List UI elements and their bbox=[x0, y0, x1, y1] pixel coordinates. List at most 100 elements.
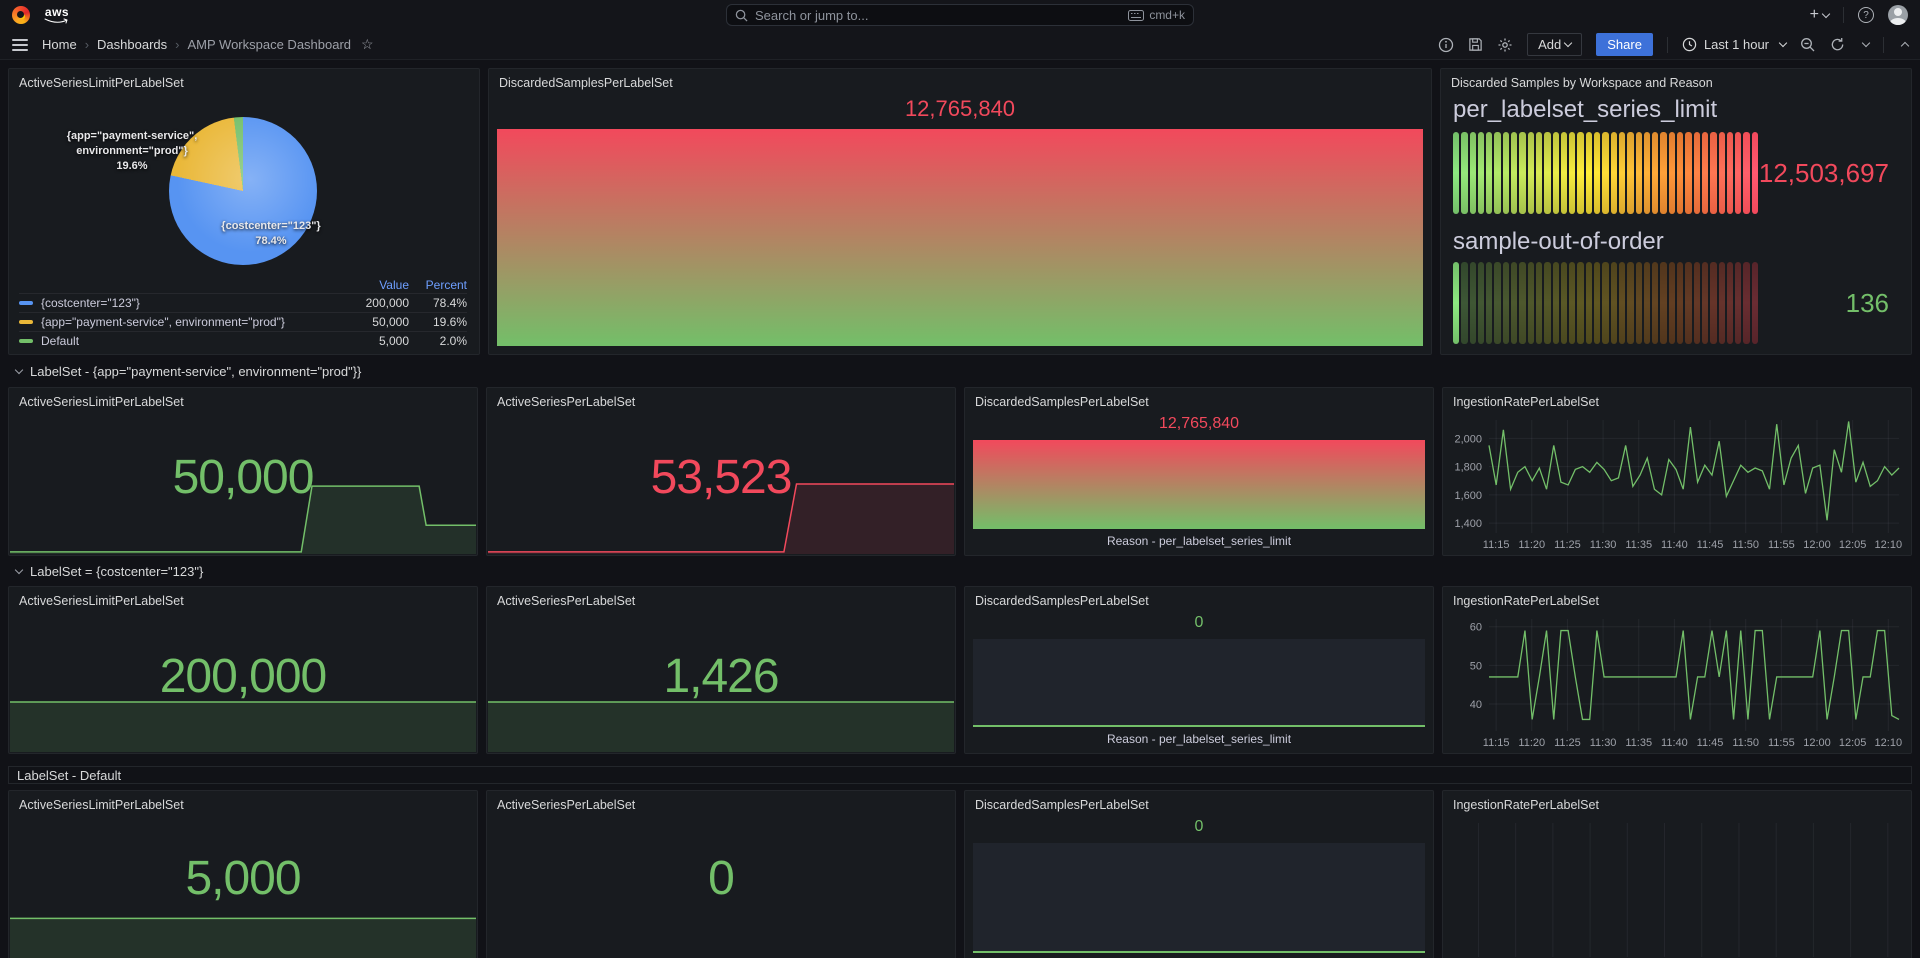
gauge-cell bbox=[1693, 132, 1700, 214]
panel-title[interactable]: DiscardedSamplesPerLabelSet bbox=[975, 798, 1149, 812]
timeseries-chart[interactable]: 11:1511:2011:2511:3011:3511:4011:4511:50… bbox=[1445, 815, 1909, 958]
search-icon bbox=[735, 9, 748, 22]
search-input[interactable]: Search or jump to... cmd+k bbox=[726, 4, 1194, 26]
gauge-cell bbox=[1511, 262, 1518, 344]
search-placeholder: Search or jump to... bbox=[755, 7, 869, 23]
row-header-costcenter[interactable]: LabelSet = {costcenter="123"} bbox=[8, 556, 1912, 586]
sparkline-area bbox=[488, 414, 954, 554]
panel-title[interactable]: ActiveSeriesPerLabelSet bbox=[497, 798, 636, 812]
panel-ingestion-rate: IngestionRatePerLabelSet 11:15 11:20 11:25… bbox=[1442, 387, 1912, 556]
gauge-cell bbox=[1685, 132, 1692, 214]
svg-text:11:35: 11:35 bbox=[1625, 539, 1652, 551]
row-header-default[interactable]: LabelSet - Default bbox=[8, 766, 1912, 784]
panel-title[interactable]: ActiveSeriesLimitPerLabelSet bbox=[19, 798, 184, 812]
legend-row[interactable]: {costcenter="123"} 200,000 78.4% bbox=[19, 293, 467, 312]
legend-row[interactable]: {app="payment-service", environment="pro… bbox=[19, 312, 467, 331]
panel-title[interactable]: ActiveSeriesPerLabelSet bbox=[497, 594, 636, 608]
panel-title[interactable]: DiscardedSamplesPerLabelSet bbox=[975, 594, 1149, 608]
gauge-cell bbox=[1453, 262, 1460, 344]
panel-title[interactable]: Discarded Samples by Workspace and Reaso… bbox=[1451, 76, 1713, 90]
gauge-cell bbox=[1494, 132, 1501, 214]
dashboard-info-icon[interactable] bbox=[1438, 37, 1454, 53]
gauge-cell bbox=[1544, 132, 1551, 214]
panel-row-payment-service: ActiveSeriesLimitPerLabelSet 50,000 Acti… bbox=[8, 387, 1912, 556]
legend-header-value[interactable]: Value bbox=[379, 277, 409, 292]
panel-title[interactable]: ActiveSeriesLimitPerLabelSet bbox=[19, 395, 184, 409]
gauge-cell bbox=[1527, 132, 1534, 214]
svg-text:1,600: 1,600 bbox=[1454, 490, 1482, 502]
svg-text:11:25: 11:25 bbox=[1554, 539, 1581, 551]
svg-text:11:30: 11:30 bbox=[1590, 737, 1617, 749]
gauge-cell bbox=[1502, 262, 1510, 344]
grafana-logo-icon[interactable] bbox=[12, 6, 30, 24]
gauge-cell bbox=[1502, 132, 1510, 214]
panel-title[interactable]: DiscardedSamplesPerLabelSet bbox=[499, 76, 673, 90]
kiosk-collapse-icon[interactable] bbox=[1898, 40, 1910, 51]
svg-text:11:45: 11:45 bbox=[1697, 737, 1724, 749]
svg-text:12:00: 12:00 bbox=[1803, 737, 1831, 749]
help-icon[interactable]: ? bbox=[1858, 7, 1874, 23]
user-avatar[interactable] bbox=[1888, 5, 1908, 25]
legend-series-value: 200,000 bbox=[365, 296, 409, 310]
panel-title[interactable]: IngestionRatePerLabelSet bbox=[1453, 594, 1599, 608]
zoom-out-icon[interactable] bbox=[1800, 37, 1816, 53]
panel-title[interactable]: ActiveSeriesLimitPerLabelSet bbox=[19, 594, 184, 608]
settings-gear-icon[interactable] bbox=[1497, 37, 1513, 53]
new-dropdown-button[interactable]: + bbox=[1810, 6, 1831, 24]
panel-title[interactable]: ActiveSeriesLimitPerLabelSet bbox=[19, 76, 184, 90]
gauge-cell bbox=[1726, 262, 1734, 344]
zero-area-fill bbox=[973, 639, 1425, 727]
gauge-cell bbox=[1494, 262, 1501, 344]
legend-series-percent: 78.4% bbox=[432, 296, 467, 310]
gauge-bar-label: per_labelset_series_limit bbox=[1453, 96, 1718, 123]
panel-active-series-limit: ActiveSeriesLimitPerLabelSet 5,000 bbox=[8, 790, 478, 958]
svg-text:11:55: 11:55 bbox=[1768, 539, 1795, 551]
svg-text:11:40: 11:40 bbox=[1661, 539, 1688, 551]
gauge-cell bbox=[1544, 262, 1551, 344]
gauge-cell bbox=[1693, 262, 1700, 344]
legend-row[interactable]: Default 5,000 2.0% bbox=[19, 331, 467, 350]
gauge-cell bbox=[1627, 262, 1634, 344]
svg-text:11:30: 11:30 bbox=[1590, 539, 1617, 551]
gauge-cell bbox=[1743, 262, 1750, 344]
share-button[interactable]: Share bbox=[1596, 33, 1653, 56]
legend-header-percent[interactable]: Percent bbox=[425, 277, 467, 292]
panel-active-series: ActiveSeriesPerLabelSet 53,523 bbox=[486, 387, 956, 556]
menu-toggle-icon[interactable] bbox=[12, 38, 28, 51]
gauge-cell bbox=[1519, 132, 1526, 214]
series-color-icon bbox=[19, 301, 33, 305]
gauge-cell bbox=[1453, 132, 1460, 214]
gauge-cell bbox=[1560, 262, 1568, 344]
panel-title[interactable]: IngestionRatePerLabelSet bbox=[1453, 798, 1599, 812]
gauge-cell bbox=[1519, 262, 1526, 344]
breadcrumb-dashboards[interactable]: Dashboards bbox=[97, 37, 168, 52]
time-range-picker[interactable]: Last 1 hour bbox=[1682, 37, 1788, 52]
clock-icon bbox=[1682, 37, 1697, 52]
panel-title[interactable]: IngestionRatePerLabelSet bbox=[1453, 395, 1599, 409]
series-color-icon bbox=[19, 320, 33, 324]
panel-pie-active-series-limit: ActiveSeriesLimitPerLabelSet {app="payme… bbox=[8, 68, 480, 355]
panel-title[interactable]: ActiveSeriesPerLabelSet bbox=[497, 395, 636, 409]
add-button[interactable]: Add bbox=[1527, 33, 1583, 56]
favorite-star-icon[interactable]: ☆ bbox=[361, 36, 374, 52]
stat-value: 12,765,840 bbox=[1158, 415, 1240, 432]
gauge-cell bbox=[1635, 132, 1642, 214]
save-icon[interactable] bbox=[1468, 37, 1483, 52]
gauge-cell bbox=[1710, 132, 1717, 214]
gauge-cell bbox=[1552, 262, 1559, 344]
legend-series-percent: 19.6% bbox=[432, 315, 467, 329]
pie-chart[interactable] bbox=[169, 117, 317, 265]
refresh-icon[interactable] bbox=[1830, 37, 1845, 52]
gauge-cell bbox=[1527, 262, 1534, 344]
gauge-bar-value: 12,503,697 bbox=[1758, 157, 1889, 188]
bar-gauge-body: per_labelset_series_limit 12,503,697 sampl… bbox=[1441, 96, 1911, 344]
refresh-interval-dropdown[interactable] bbox=[1859, 38, 1871, 48]
panel-title[interactable]: DiscardedSamplesPerLabelSet bbox=[975, 395, 1149, 409]
gauge-cell bbox=[1643, 262, 1651, 344]
gauge-cell bbox=[1477, 262, 1485, 344]
svg-text:1,800: 1,800 bbox=[1454, 462, 1482, 474]
breadcrumb-home[interactable]: Home bbox=[42, 37, 77, 52]
row-header-payment-service[interactable]: LabelSet - {app="payment-service", envir… bbox=[8, 355, 1912, 387]
